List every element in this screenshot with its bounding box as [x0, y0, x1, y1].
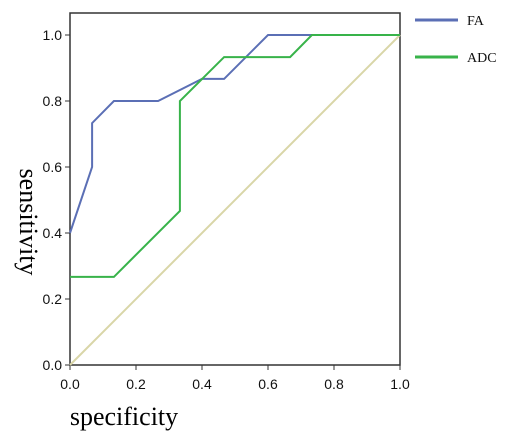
reference-diagonal-line: [69, 34, 401, 366]
legend-item-fa: FA: [415, 14, 485, 29]
y-axis-title: sensitivity: [14, 169, 43, 276]
x-tick-label: 0.4: [192, 376, 212, 392]
plot-area: [69, 12, 401, 366]
y-tick-label: 0.0: [43, 357, 63, 373]
axis-ticks: 0.0 0.2 0.4 0.6 0.8 1.0 0.0 0.2 0.4 0.6 0.8 1.0: [43, 27, 410, 392]
series-line-adc: [70, 34, 400, 278]
legend-item-adc: ADC: [415, 51, 497, 66]
y-tick-label: 0.6: [43, 159, 63, 175]
x-tick-label: 0.8: [324, 376, 344, 392]
legend: FA ADC: [415, 14, 497, 66]
x-tick-label: 0.2: [126, 376, 146, 392]
series-layer: [69, 34, 401, 366]
legend-label: ADC: [467, 51, 497, 66]
x-tick-label: 1.0: [390, 376, 410, 392]
legend-label: FA: [467, 14, 485, 29]
x-axis-title: specificity: [70, 402, 178, 431]
x-tick-label: 0.0: [60, 376, 80, 392]
x-tick-label: 0.6: [258, 376, 278, 392]
series-line-fa: [69, 34, 400, 234]
y-tick-label: 1.0: [43, 27, 63, 43]
y-tick-label: 0.4: [43, 225, 63, 241]
plot-frame: [69, 12, 401, 366]
y-tick-label: 0.8: [43, 93, 63, 109]
y-tick-label: 0.2: [43, 291, 63, 307]
